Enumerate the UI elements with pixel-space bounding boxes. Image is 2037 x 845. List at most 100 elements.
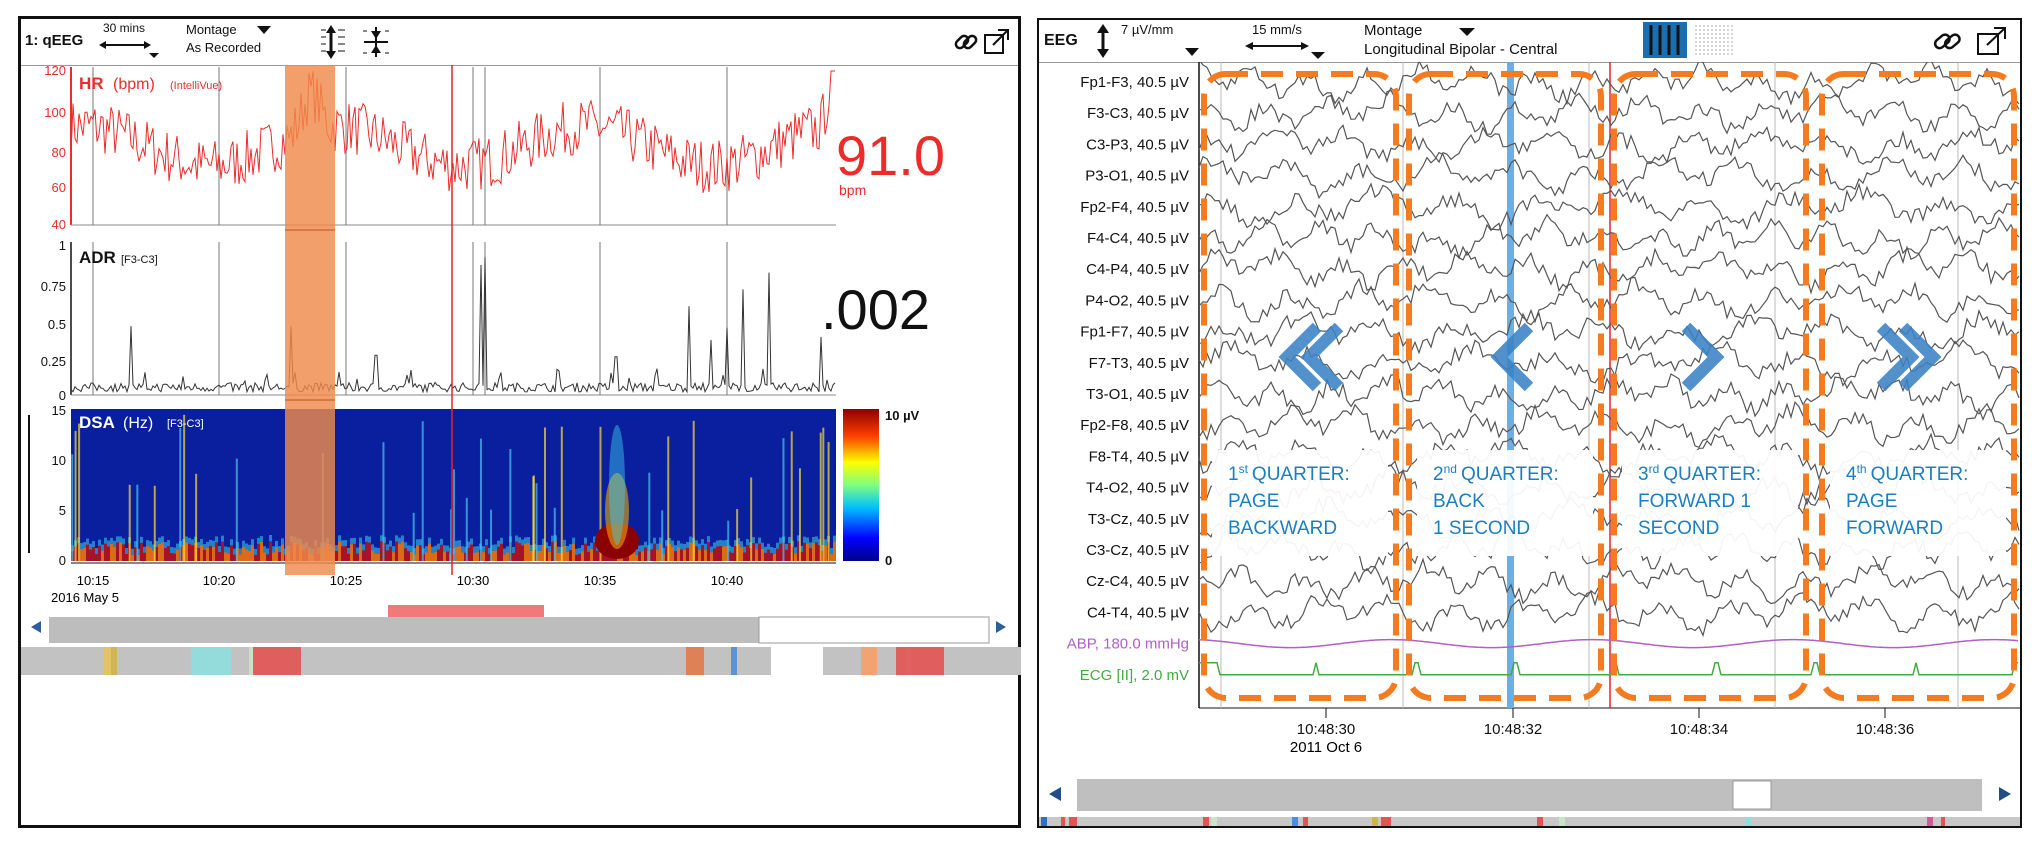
eeg-event-marker[interactable] xyxy=(1381,817,1391,826)
eeg-scrollbar[interactable] xyxy=(1049,779,2011,811)
dsa-burst-line xyxy=(648,472,651,561)
montage-label[interactable]: Montage xyxy=(186,22,237,37)
dsa-mid-band xyxy=(683,543,686,550)
dsa-low-band xyxy=(650,549,653,561)
waveform-view-icon[interactable] xyxy=(1643,22,1687,58)
hr-gridlines xyxy=(92,67,728,225)
dsa-mid-band xyxy=(497,540,500,547)
eeg-event-marker[interactable] xyxy=(1941,817,1945,826)
quarter-1-nav-zone[interactable]: 1st QUARTER: PAGE BACKWARD xyxy=(1201,71,1399,701)
dsa-mid-band xyxy=(767,543,770,550)
chevron-left-icon[interactable] xyxy=(1300,322,1344,392)
compress-scale-icon[interactable] xyxy=(361,25,391,59)
eeg-event-marker[interactable] xyxy=(1069,817,1077,826)
chevron-right-icon[interactable] xyxy=(1898,322,1942,392)
link-icon[interactable] xyxy=(953,29,979,55)
sensitivity-icon[interactable] xyxy=(1095,24,1111,58)
eeg-event-marker[interactable] xyxy=(1303,817,1308,826)
scroll-left-arrow-icon[interactable] xyxy=(31,621,41,633)
vertical-scale-icon[interactable] xyxy=(319,25,349,59)
eeg-event-marker[interactable] xyxy=(1041,817,1047,826)
dsa-mid-band xyxy=(476,546,479,553)
dsa-mid-band xyxy=(164,542,167,549)
dsa-mid-band xyxy=(584,537,587,544)
eeg-scroll-right-arrow-icon[interactable] xyxy=(1999,787,2011,801)
dsa-low-band xyxy=(641,551,644,561)
dsa-low-band xyxy=(455,546,458,561)
eeg-event-marker[interactable] xyxy=(1372,817,1378,826)
montage-value[interactable]: As Recorded xyxy=(186,40,262,55)
eeg-link-icon[interactable] xyxy=(1932,28,1964,56)
dsa-mid-band xyxy=(734,540,737,547)
event-marker[interactable] xyxy=(388,605,544,617)
eeg-event-strip[interactable] xyxy=(1039,817,2020,826)
dsa-mid-band xyxy=(269,535,272,541)
event-marker[interactable] xyxy=(111,647,117,675)
dsa-mid-band xyxy=(494,544,497,551)
qeeg-scrollbar[interactable] xyxy=(31,616,1006,644)
scroll-right-arrow-icon[interactable] xyxy=(996,621,1006,633)
eeg-montage-label[interactable]: Montage xyxy=(1364,22,1423,39)
eeg-event-marker[interactable] xyxy=(1537,817,1543,826)
eeg-scroll-thumb[interactable] xyxy=(1732,780,1772,810)
speed-value[interactable]: 15 mm/s xyxy=(1252,22,1302,37)
event-marker[interactable] xyxy=(103,647,111,675)
event-marker[interactable] xyxy=(253,647,301,675)
popout-icon[interactable] xyxy=(983,28,1011,56)
dsa-low-band xyxy=(254,554,257,561)
dsa-spectrogram xyxy=(71,414,836,561)
chevron-right-icon[interactable] xyxy=(1876,322,1920,392)
eeg-event-marker[interactable] xyxy=(1559,817,1565,826)
eeg-event-marker[interactable] xyxy=(1203,817,1209,826)
event-marker[interactable] xyxy=(896,647,944,675)
dsa-tick-5: 5 xyxy=(59,503,66,518)
time-scale-label[interactable]: 30 mins xyxy=(103,21,146,35)
dsa-low-band xyxy=(731,552,734,561)
quarter-4-nav-zone[interactable]: 4th QUARTER: PAGE FORWARD xyxy=(1819,71,2017,701)
eeg-event-marker[interactable] xyxy=(1061,817,1065,826)
quarter-3-nav-zone[interactable]: 3rd QUARTER: FORWARD 1 SECOND xyxy=(1611,71,1809,701)
event-marker[interactable] xyxy=(249,647,255,675)
scroll-track[interactable] xyxy=(49,617,779,643)
chevron-left-icon[interactable] xyxy=(1278,322,1322,392)
eeg-event-marker[interactable] xyxy=(1927,817,1933,826)
eeg-event-marker[interactable] xyxy=(1745,817,1751,826)
dsa-low-band xyxy=(773,553,776,561)
eeg-event-marker[interactable] xyxy=(1292,817,1298,826)
dsa-mid-band xyxy=(521,539,524,546)
sensitivity-dropdown-icon[interactable] xyxy=(1185,48,1199,58)
eeg-scroll-track[interactable] xyxy=(1077,779,1982,811)
eeg-event-marker[interactable] xyxy=(1211,817,1217,826)
scroll-thumb[interactable] xyxy=(758,616,990,644)
selection-highlight[interactable] xyxy=(285,65,335,575)
quarter-2-nav-zone[interactable]: 2nd QUARTER: BACK 1 SECOND xyxy=(1406,71,1604,701)
sensitivity-value[interactable]: 7 µV/mm xyxy=(1121,22,1174,37)
time-scale-icon[interactable] xyxy=(99,37,161,59)
speed-icon[interactable] xyxy=(1245,40,1327,60)
qeeg-event-strip[interactable] xyxy=(21,647,1021,675)
eeg-montage-dropdown-icon[interactable] xyxy=(1459,28,1475,38)
dsa-mid-band xyxy=(737,537,740,544)
chevron-left-icon[interactable] xyxy=(1490,322,1534,392)
eeg-blue-cursor[interactable] xyxy=(1507,62,1514,708)
event-marker[interactable] xyxy=(731,647,737,675)
dsa-low-band xyxy=(719,545,722,561)
eeg-popout-icon[interactable] xyxy=(1976,26,2008,56)
dsa-low-band xyxy=(512,553,515,561)
event-marker[interactable] xyxy=(191,647,231,675)
dsa-low-band xyxy=(461,552,464,561)
dsa-low-band xyxy=(473,552,476,561)
montage-dropdown-icon[interactable] xyxy=(257,26,271,36)
dense-view-icon[interactable] xyxy=(1693,22,1737,58)
dsa-mid-band xyxy=(188,537,191,544)
dsa-mid-band xyxy=(779,537,782,544)
chevron-right-icon[interactable] xyxy=(1681,322,1725,392)
event-marker[interactable] xyxy=(686,647,704,675)
event-marker[interactable] xyxy=(861,647,877,675)
dsa-low-band xyxy=(401,541,404,561)
eeg-scroll-left-arrow-icon[interactable] xyxy=(1049,787,1061,801)
eeg-montage-value[interactable]: Longitudinal Bipolar - Central xyxy=(1364,41,1558,58)
dsa-mid-band xyxy=(245,543,248,550)
eeg-channel-trace xyxy=(1198,339,2020,387)
